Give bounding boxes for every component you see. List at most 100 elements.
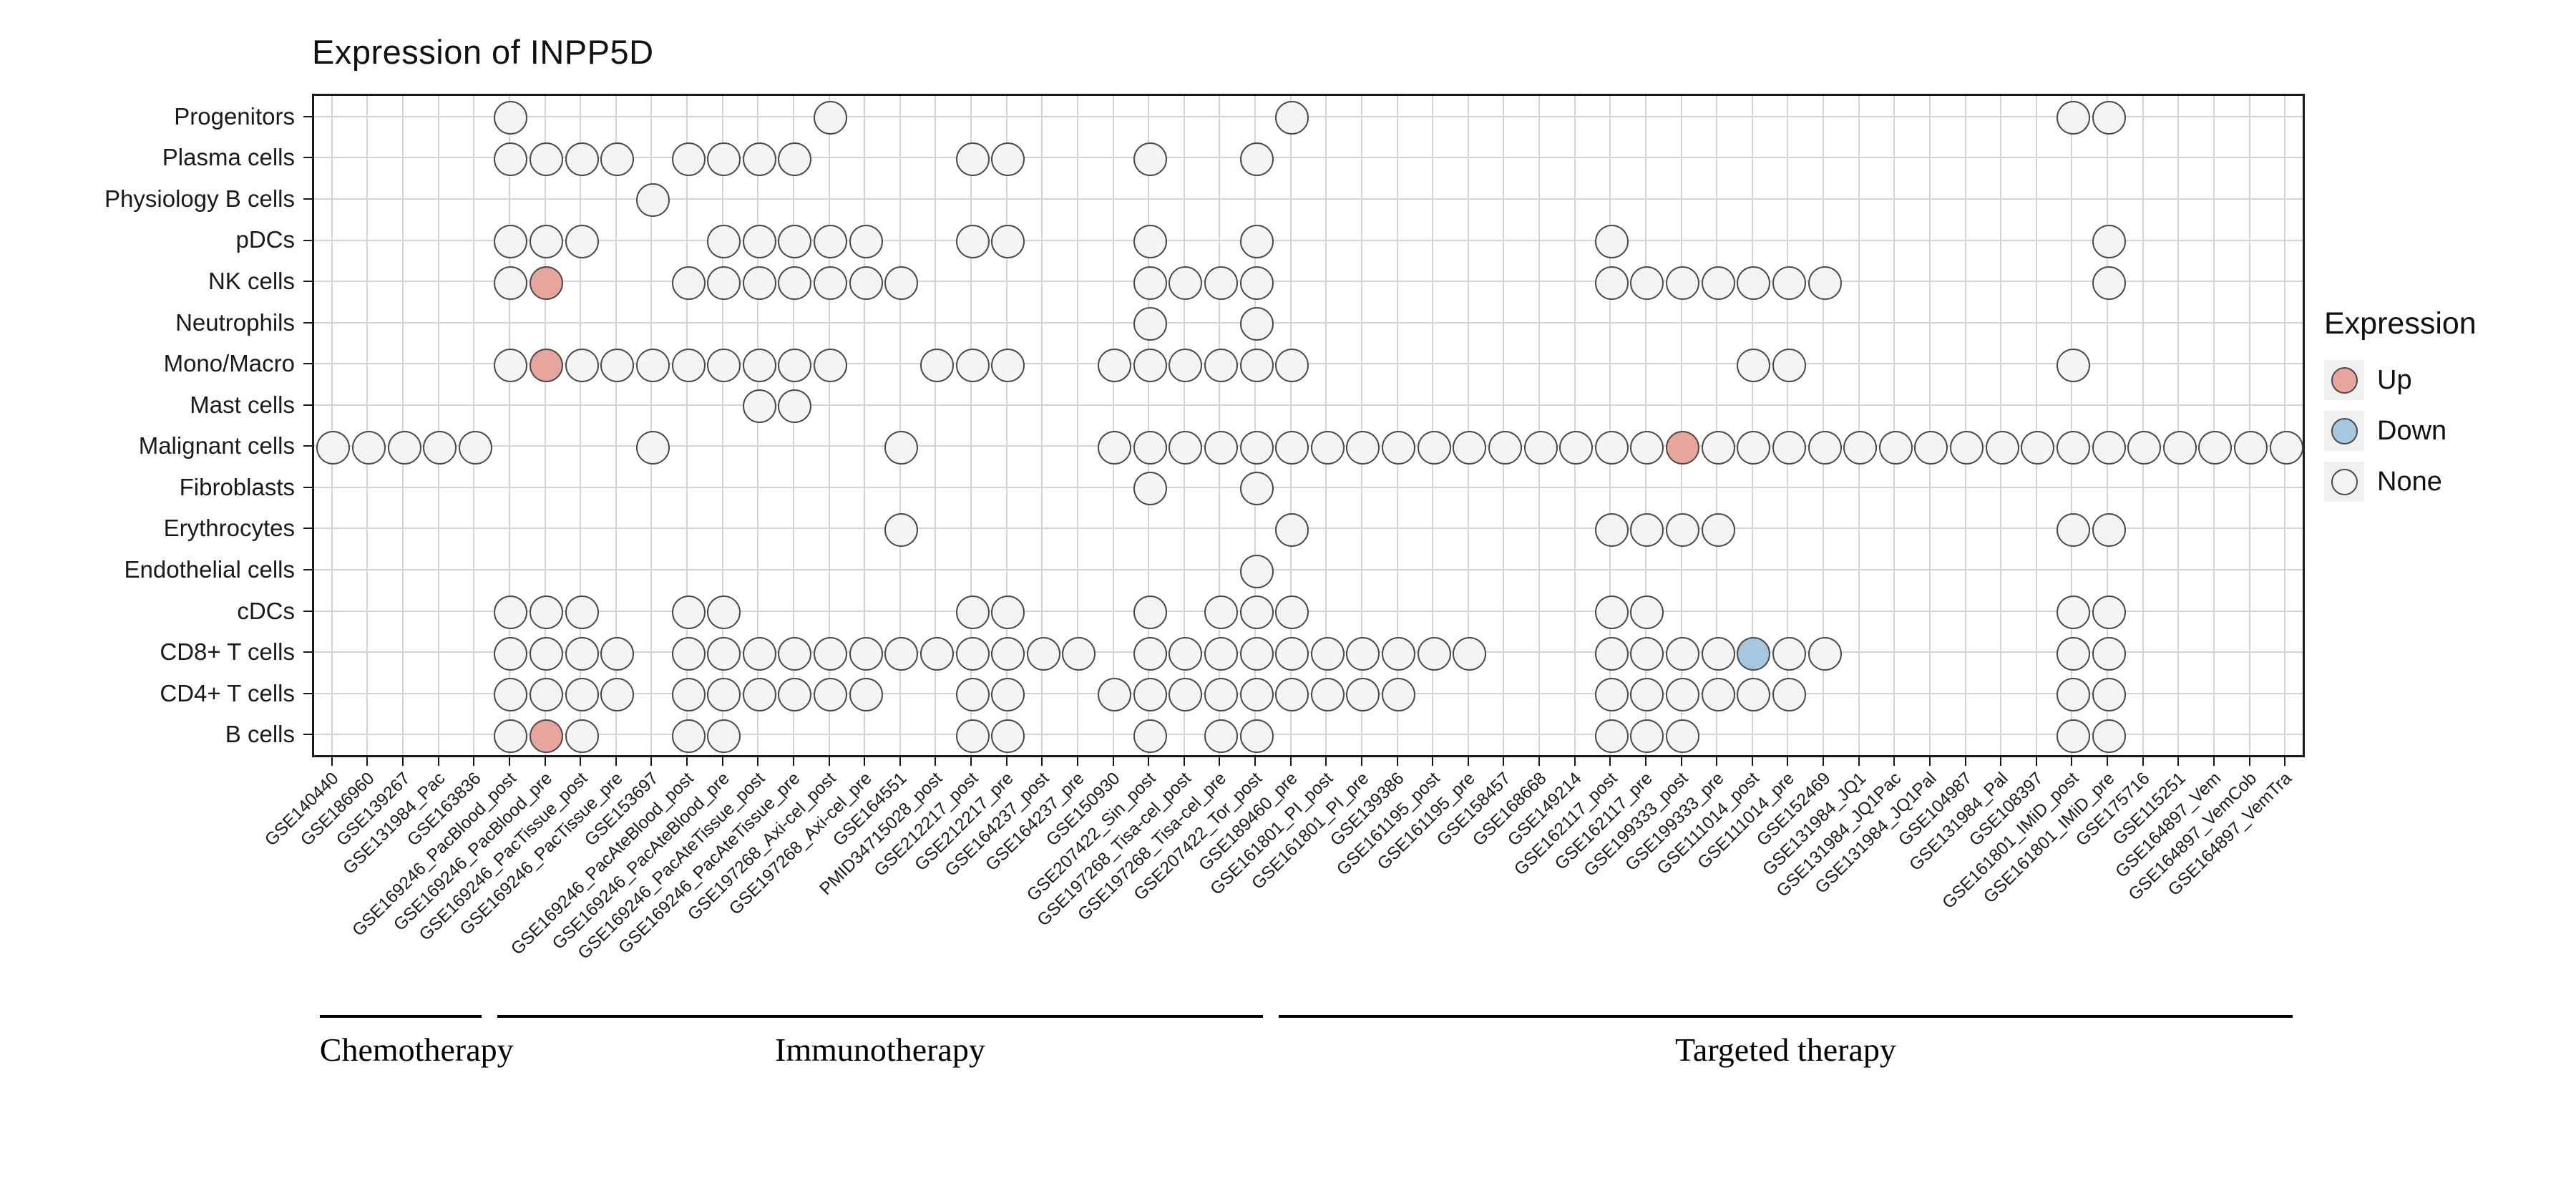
x-axis-tick: [1432, 757, 1434, 766]
expression-dot: [2198, 430, 2233, 465]
expression-dot: [991, 225, 1025, 258]
grid-line-horizontal: [314, 569, 2303, 570]
expression-dot: [1239, 307, 1274, 341]
expression-dot: [849, 266, 883, 300]
expression-dot: [635, 348, 670, 382]
expression-dot: [1666, 636, 1700, 671]
expression-dot: [1239, 266, 1274, 300]
x-axis-tick: [935, 757, 937, 766]
legend-item: Up: [2324, 360, 2477, 400]
grid-line-vertical: [1574, 96, 1576, 755]
expression-dot: [494, 101, 528, 135]
expression-dot: [991, 596, 1025, 629]
x-axis-tick: [473, 757, 475, 766]
expression-dot: [1666, 719, 1700, 753]
expression-dot: [1630, 596, 1664, 629]
x-axis-tick: [1325, 757, 1327, 766]
row-label: Erythrocytes: [163, 515, 295, 542]
x-axis-tick: [1644, 757, 1646, 766]
expression-dot: [884, 430, 919, 465]
expression-dot: [530, 266, 564, 300]
expression-dot: [2056, 636, 2090, 671]
expression-dot: [1204, 348, 1238, 382]
expression-dot: [707, 348, 741, 382]
legend-key-circle: [2331, 468, 2358, 495]
expression-dot: [494, 719, 528, 753]
expression-dot: [778, 678, 812, 712]
grid-line-vertical: [2107, 96, 2109, 755]
x-axis-tick: [2248, 757, 2250, 766]
expression-dot: [778, 142, 812, 176]
grid-line-vertical: [402, 96, 404, 755]
grid-line-vertical: [2035, 96, 2037, 755]
expression-dot: [1666, 678, 1700, 712]
y-axis-tick: [303, 486, 312, 488]
expression-dot: [1594, 512, 1629, 547]
x-axis-tick: [1041, 757, 1043, 766]
expression-dot: [1169, 678, 1203, 712]
expression-dot: [1204, 430, 1238, 465]
expression-dot: [2269, 430, 2303, 465]
x-axis-tick: [615, 757, 617, 766]
y-axis-tick: [303, 734, 312, 736]
x-axis-tick: [2071, 757, 2073, 766]
expression-dot: [1772, 348, 1806, 382]
row-label: Plasma cells: [162, 144, 295, 171]
expression-dot: [494, 596, 528, 629]
expression-dot: [1133, 719, 1167, 753]
expression-dot: [2056, 512, 2090, 547]
grid-line-horizontal: [314, 486, 2303, 488]
expression-dot: [671, 142, 706, 176]
expression-dot: [635, 430, 670, 465]
x-axis-tick: [2284, 757, 2286, 766]
expression-dot: [1807, 636, 1842, 671]
x-axis-tick: [437, 757, 439, 766]
expression-dot: [1310, 636, 1345, 671]
x-axis-tick: [686, 757, 688, 766]
expression-dot: [991, 719, 1025, 753]
x-axis-tick: [1893, 757, 1896, 766]
grid-line-horizontal: [314, 321, 2303, 324]
expression-dot: [1275, 596, 1309, 629]
expression-dot: [351, 430, 386, 465]
expression-dot: [494, 142, 528, 176]
row-label: Mono/Macro: [163, 350, 295, 377]
x-axis-tick: [1858, 757, 1860, 766]
expression-dot: [1133, 142, 1167, 176]
grid-line-vertical: [615, 96, 617, 755]
expression-dot: [849, 225, 883, 258]
x-axis-tick: [1112, 757, 1114, 766]
expression-dot: [565, 636, 599, 671]
expression-dot: [1204, 719, 1238, 753]
expression-dot: [849, 636, 883, 671]
grid-line-vertical: [1751, 96, 1753, 755]
expression-dot: [600, 636, 635, 671]
expression-dot: [1737, 430, 1771, 465]
expression-dot: [1701, 430, 1735, 465]
expression-dot: [849, 678, 883, 712]
expression-dot: [707, 636, 741, 671]
expression-dot: [955, 142, 990, 176]
expression-dot: [1239, 348, 1274, 382]
plot-area: [312, 94, 2305, 757]
expression-dot: [1630, 512, 1664, 547]
expression-dot: [2056, 678, 2090, 712]
x-axis-tick: [1148, 757, 1150, 766]
legend-item-label: Up: [2377, 364, 2412, 395]
expression-dot: [671, 678, 706, 712]
expression-dot: [1594, 430, 1629, 465]
expression-dot: [2092, 719, 2126, 753]
grid-line-vertical: [473, 96, 475, 755]
grid-line-vertical: [650, 96, 653, 755]
expression-dot: [1594, 719, 1629, 753]
y-axis-tick: [303, 363, 312, 365]
legend-key: [2324, 411, 2364, 451]
expression-dot: [635, 183, 670, 218]
expression-dot: [671, 266, 706, 300]
expression-dot: [1133, 307, 1167, 341]
expression-dot: [1559, 430, 1594, 465]
grid-line-vertical: [1183, 96, 1185, 755]
y-axis-tick: [303, 404, 312, 406]
expression-dot: [671, 636, 706, 671]
grid-line-vertical: [935, 96, 937, 755]
